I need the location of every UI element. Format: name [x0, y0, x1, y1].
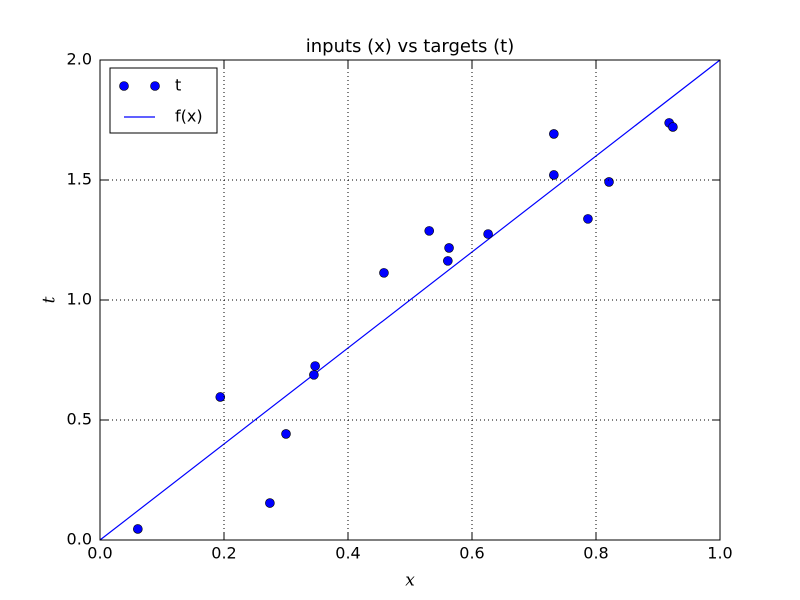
- y-tick-label: 1.0: [67, 290, 92, 309]
- data-point: [668, 122, 678, 132]
- data-point: [309, 370, 319, 380]
- x-tick-label: 0.6: [459, 544, 484, 563]
- fit-line: [99, 59, 721, 541]
- data-point: [549, 129, 559, 139]
- legend-marker: [119, 81, 129, 91]
- x-axis-label: x: [405, 571, 415, 591]
- legend-box: [109, 67, 218, 134]
- data-point: [133, 524, 143, 534]
- data-point: [444, 243, 454, 253]
- data-point: [443, 256, 453, 266]
- x-tick-label: 1.0: [707, 544, 732, 563]
- plot-area: [99, 59, 721, 541]
- x-tick-label: 0.8: [583, 544, 608, 563]
- y-tick-label: 1.5: [67, 170, 92, 189]
- legend-marker: [150, 81, 160, 91]
- legend-label: t: [175, 76, 181, 95]
- y-tick-label: 0.5: [67, 410, 92, 429]
- data-point: [483, 229, 493, 239]
- data-point: [215, 392, 226, 402]
- y-tick-label: 2.0: [67, 50, 92, 69]
- y-tick-label: 0.0: [67, 530, 92, 549]
- x-tick-label: 0.0: [87, 544, 112, 563]
- x-tick-label: 0.2: [211, 544, 236, 563]
- data-point: [379, 268, 389, 278]
- data-point: [604, 177, 614, 187]
- legend-label: f(x): [175, 107, 203, 126]
- y-axis-label: t: [40, 296, 60, 303]
- data-point: [265, 498, 275, 508]
- chart-title: inputs (x) vs targets (t): [306, 36, 515, 57]
- data-point: [583, 214, 593, 224]
- x-tick-label: 0.4: [335, 544, 360, 563]
- data-point: [281, 429, 291, 439]
- data-point: [549, 170, 559, 180]
- data-point: [310, 361, 320, 371]
- data-point: [424, 226, 435, 236]
